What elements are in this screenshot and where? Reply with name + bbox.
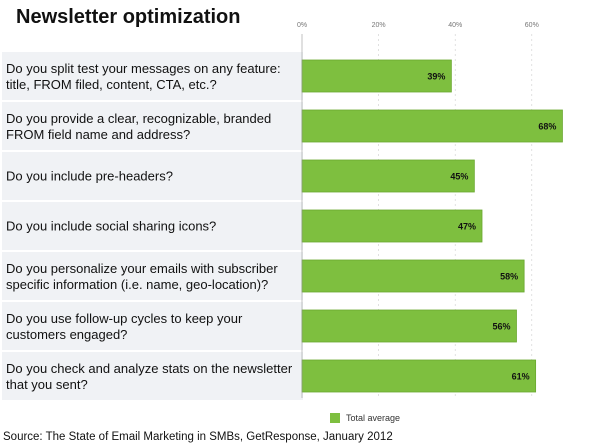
category-label: Do you use follow-up cycles to keep your bbox=[6, 311, 243, 326]
bar bbox=[301, 359, 537, 393]
category-row-bg bbox=[2, 252, 303, 300]
category-label: specific information (i.e. name, geo-loc… bbox=[6, 277, 268, 292]
category-label: Do you include pre-headers? bbox=[6, 169, 173, 184]
bar-value-label: 56% bbox=[492, 322, 510, 332]
bar-value-label: 47% bbox=[458, 222, 476, 232]
category-label: title, FROM filed, content, CTA, etc.? bbox=[6, 77, 217, 92]
category-row-bg bbox=[2, 302, 303, 350]
category-row-bg bbox=[2, 152, 303, 200]
category-row-bg bbox=[2, 202, 303, 250]
category-label: Do you split test your messages on any f… bbox=[6, 61, 281, 76]
bar bbox=[301, 309, 517, 343]
bar bbox=[301, 59, 452, 93]
x-tick-label: 0% bbox=[297, 22, 307, 29]
bar bbox=[301, 259, 525, 293]
category-row-bg bbox=[2, 102, 303, 150]
bar bbox=[301, 109, 563, 143]
bar bbox=[301, 159, 475, 193]
bar bbox=[301, 209, 483, 243]
source-note: Source: The State of Email Marketing in … bbox=[3, 431, 393, 443]
bar-value-label: 39% bbox=[427, 72, 445, 82]
category-label: FROM field name and address? bbox=[6, 127, 190, 142]
x-tick-label: 60% bbox=[525, 22, 539, 29]
bar-value-label: 45% bbox=[450, 172, 468, 182]
bar-value-label: 68% bbox=[538, 122, 556, 132]
category-row-bg bbox=[2, 352, 303, 400]
chart-title: Newsletter optimization bbox=[16, 6, 241, 28]
bar-value-label: 61% bbox=[512, 372, 530, 382]
x-tick-label: 20% bbox=[372, 22, 386, 29]
category-label: Do you check and analyze stats on the ne… bbox=[6, 361, 293, 376]
category-label: customers engaged? bbox=[6, 327, 127, 342]
legend-label: Total average bbox=[346, 413, 401, 423]
category-row-bg bbox=[2, 52, 303, 100]
chart-legend: Total average bbox=[330, 413, 400, 423]
legend-swatch bbox=[330, 413, 340, 423]
category-label: Do you include social sharing icons? bbox=[6, 219, 216, 234]
category-label: Do you provide a clear, recognizable, br… bbox=[6, 111, 271, 126]
category-label: Do you personalize your emails with subs… bbox=[6, 261, 278, 276]
x-tick-label: 40% bbox=[448, 22, 462, 29]
bar-value-label: 58% bbox=[500, 272, 518, 282]
category-label: that you sent? bbox=[6, 377, 88, 392]
